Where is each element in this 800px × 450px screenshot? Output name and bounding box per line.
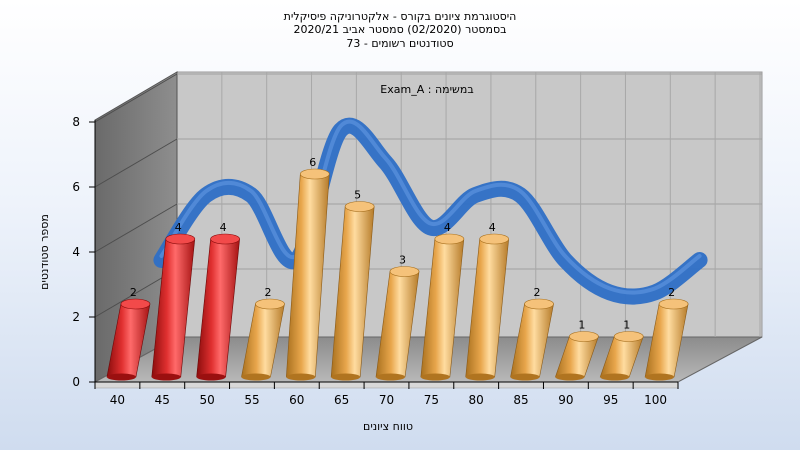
bar-base: [286, 373, 316, 381]
y-tick-label: 0: [72, 375, 80, 389]
y-axis-label: מספר סטודנטים: [38, 214, 51, 290]
bar-top: [569, 331, 599, 342]
chart-title-line-1: היסטוגרמת ציונים בקורס - אלקטרוניקה פיסי…: [283, 10, 517, 23]
bar-top: [210, 233, 240, 245]
x-axis-ticks: 40 45 50 55 60 65 70 75 80 85 90 95 100: [94, 382, 679, 407]
data-label: 2: [264, 286, 271, 299]
x-tick-label: 75: [424, 393, 439, 407]
bar-base: [106, 373, 136, 381]
chart-title-line-2: בסמסטר (02/2020) סמסטר אביב 2020/21: [293, 23, 507, 36]
x-tick-label: 80: [469, 393, 484, 407]
bar-65: [330, 201, 375, 381]
bar-90: [554, 331, 599, 381]
data-label: 4: [444, 221, 451, 234]
data-labels: 2 4 4 2 6 5 3 4 4 2 1 1 2: [130, 156, 675, 332]
data-label: 1: [578, 319, 585, 332]
x-tick-label: 85: [513, 393, 528, 407]
bar-base: [645, 373, 675, 381]
x-tick-label: 90: [558, 393, 573, 407]
x-tick-label: 95: [603, 393, 618, 407]
data-label: 6: [309, 156, 316, 169]
bar-base: [420, 373, 450, 381]
y-tick-label: 6: [72, 180, 80, 194]
bar-60: [285, 168, 330, 381]
distribution-curve: [153, 117, 708, 305]
bar-base: [196, 373, 226, 381]
bar-base: [331, 373, 361, 381]
y-tick-label: 2: [72, 310, 80, 324]
data-label: 4: [175, 221, 182, 234]
bar-base: [465, 373, 495, 381]
data-label: 2: [130, 286, 137, 299]
bar-80: [465, 233, 510, 381]
distribution-curve-layer: [153, 117, 708, 305]
data-label: 2: [668, 286, 675, 299]
grid-line-left: [94, 138, 178, 188]
bar-top: [613, 331, 644, 342]
grid-line-left: [94, 203, 178, 253]
bar-40: [106, 298, 151, 381]
x-tick-label: 60: [289, 393, 304, 407]
x-axis-label: טווח ציונים: [363, 420, 413, 433]
bar-top: [389, 266, 420, 277]
data-label: 4: [489, 221, 496, 234]
bar-50: [196, 233, 240, 381]
x-tick-label: 55: [244, 393, 259, 407]
bar-top: [524, 298, 554, 310]
bar-base: [600, 373, 630, 381]
chart-title-line-3: סטודנטים רשומים - 73: [346, 37, 454, 50]
y-tick-label: 8: [72, 115, 80, 129]
data-label: 2: [534, 286, 541, 299]
bar-95: [599, 331, 644, 381]
x-tick-label: 100: [644, 393, 667, 407]
bar-base: [241, 373, 271, 381]
bar-base: [555, 373, 585, 381]
x-tick-label: 40: [110, 393, 125, 407]
bar-70: [375, 266, 420, 381]
bar-85: [510, 298, 554, 381]
x-tick-label: 70: [379, 393, 394, 407]
x-tick-label: 50: [199, 393, 214, 407]
bar-top: [344, 201, 375, 212]
axes: [94, 120, 678, 383]
bars: [106, 168, 689, 381]
distribution-curve-highlight: [159, 119, 702, 295]
bar-100: [644, 298, 689, 381]
bar-base: [151, 373, 181, 381]
bar-55: [241, 298, 285, 381]
bar-top: [300, 168, 330, 180]
bar-base: [510, 373, 540, 381]
grid-line-left: [94, 73, 178, 123]
bar-75: [420, 233, 465, 381]
bar-top: [479, 233, 509, 245]
y-tick-label: 4: [72, 245, 80, 259]
data-label: 4: [220, 221, 227, 234]
chart-annotation: Exam_A : במשימה: [380, 83, 473, 96]
bar-top: [255, 298, 285, 310]
bar-top: [120, 298, 151, 310]
bar-top: [434, 233, 465, 245]
data-label: 1: [623, 319, 630, 332]
bar-top: [165, 233, 196, 245]
floor-front-edge: [94, 381, 679, 389]
y-axis-ticks: 0 2 4 6 8: [72, 115, 95, 389]
x-tick-label: 45: [155, 393, 170, 407]
x-tick-label: 65: [334, 393, 349, 407]
bar-base: [376, 373, 405, 381]
data-label: 5: [354, 189, 361, 202]
bar-top: [658, 298, 689, 310]
data-label: 3: [399, 254, 406, 267]
bar-45: [151, 233, 196, 381]
